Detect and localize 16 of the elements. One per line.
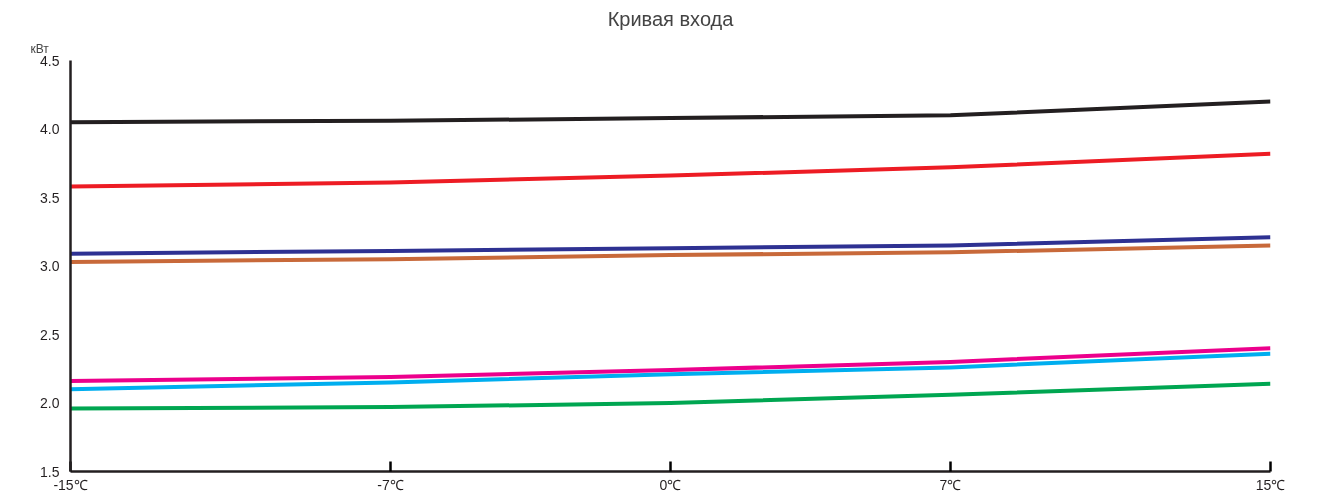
line-series <box>70 151 1271 189</box>
line-series <box>70 351 1271 392</box>
line-series <box>70 235 1271 256</box>
y-tick-label: 3.0 <box>40 258 60 274</box>
chart-title: Кривая входа <box>607 7 735 30</box>
line-series <box>70 346 1271 384</box>
y-tick-label: 4.0 <box>40 121 60 137</box>
x-tick-label: -7℃ <box>377 476 404 493</box>
x-tick-label: 7℃ <box>939 476 962 493</box>
y-tick-label: 3.5 <box>40 189 60 206</box>
line-series <box>70 243 1271 264</box>
x-tick-label: 0℃ <box>659 476 682 493</box>
y-tick-label: 2.5 <box>40 326 60 343</box>
x-tick-label: 15℃ <box>1255 476 1286 493</box>
y-tick-label: 2.0 <box>40 395 60 411</box>
line-series <box>70 381 1271 411</box>
